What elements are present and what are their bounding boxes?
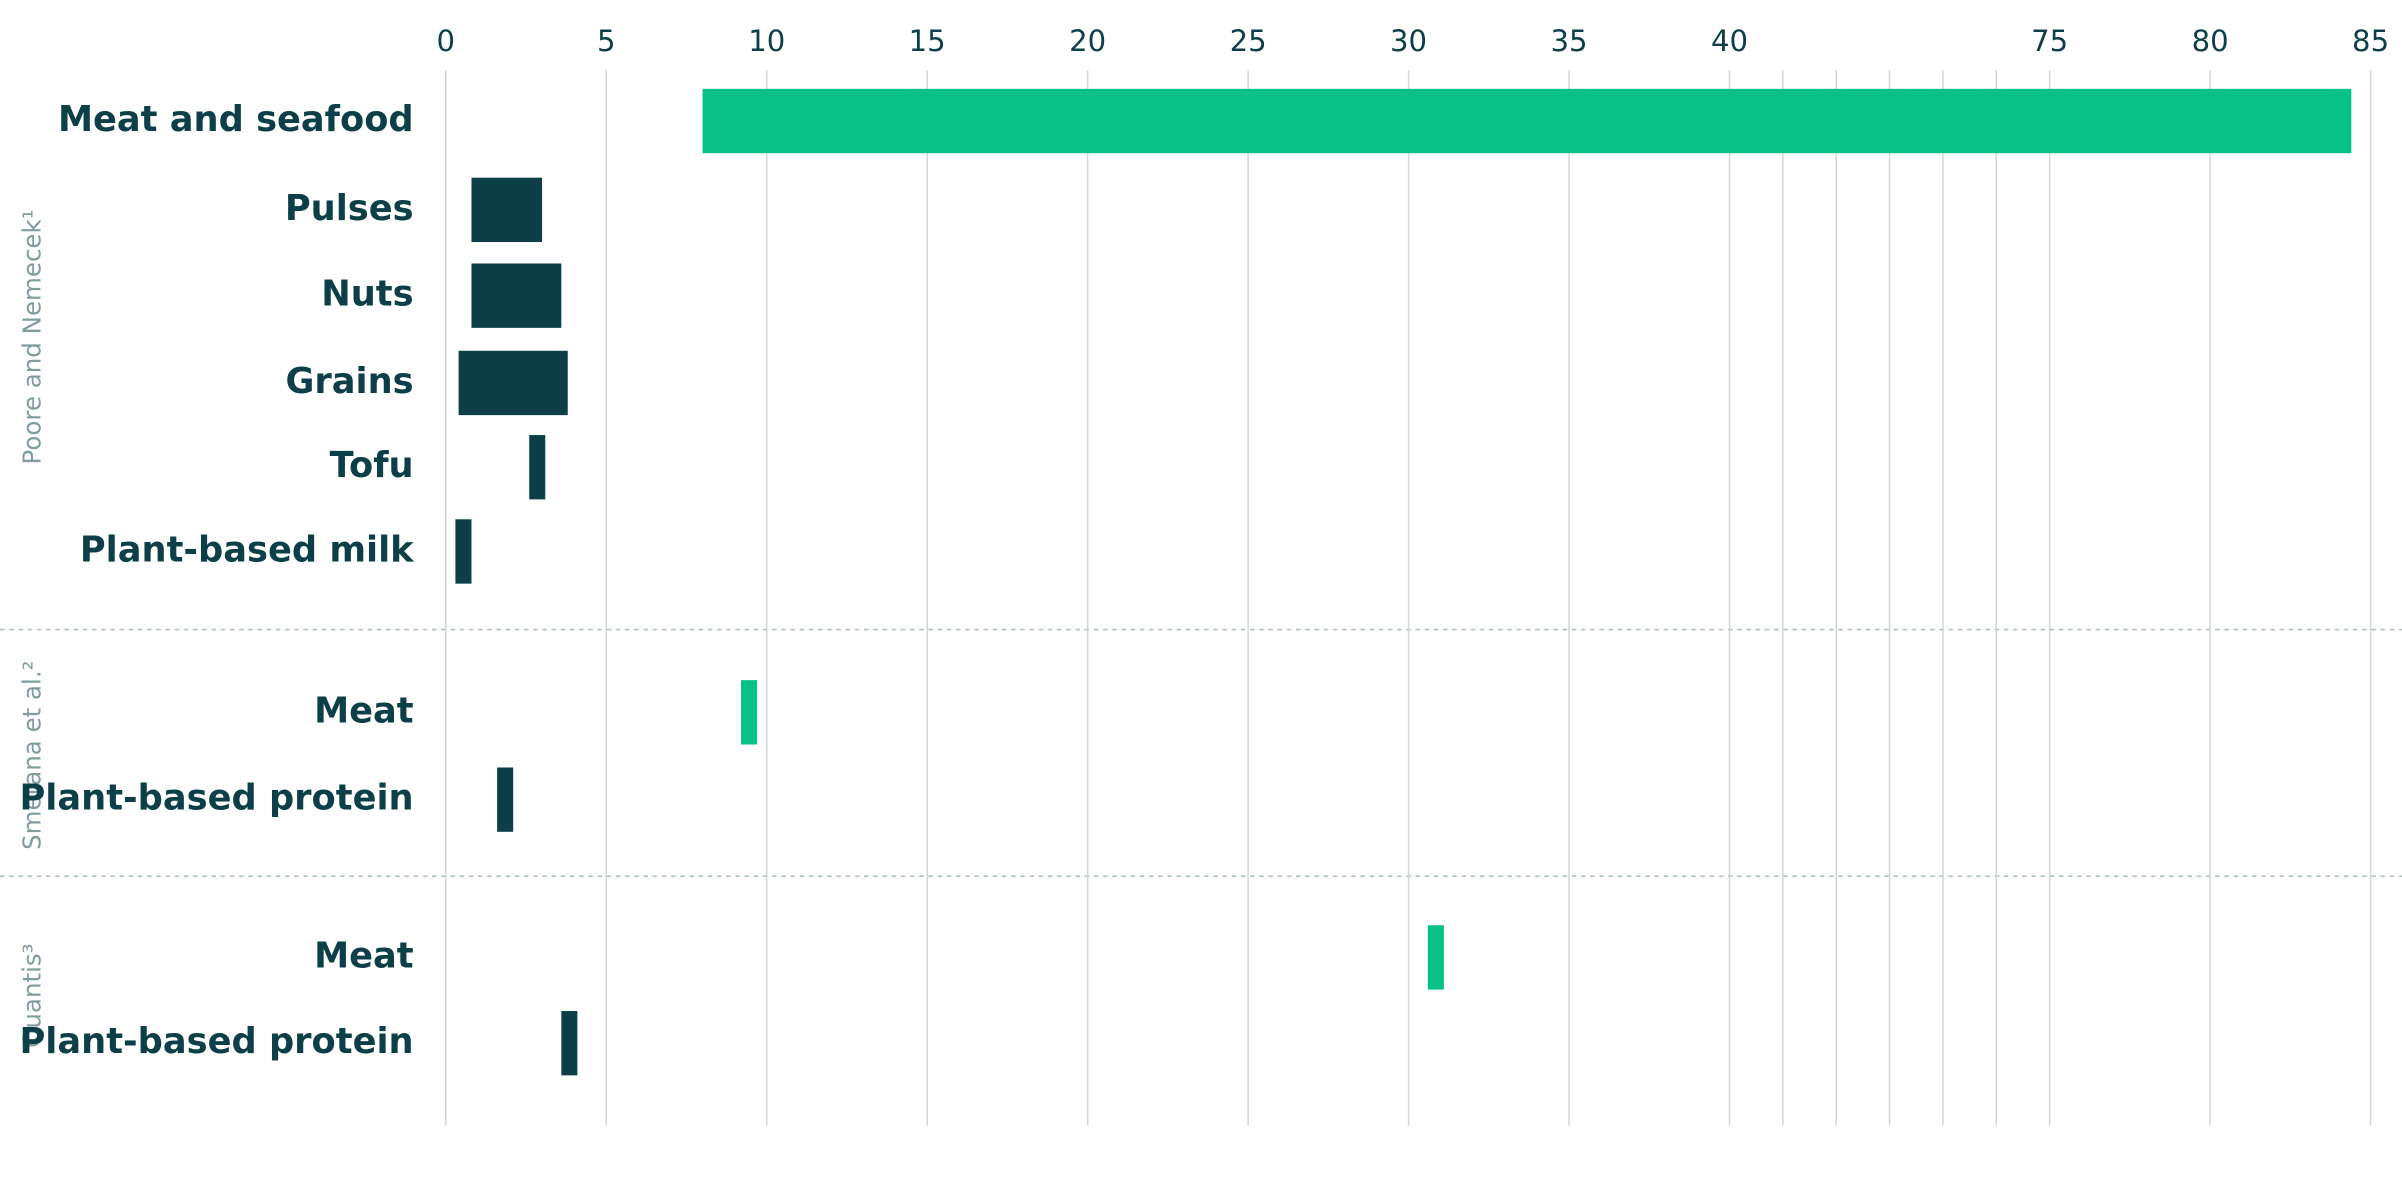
x-tick-label: 15: [909, 24, 946, 58]
group-label: Smetana et al.²: [18, 661, 47, 850]
bar: [471, 177, 543, 243]
x-tick-label: 10: [748, 24, 785, 58]
bar: [1427, 925, 1444, 990]
bar: [702, 88, 2352, 154]
category-label: Grains: [285, 361, 413, 402]
bar: [471, 263, 562, 328]
bar: [529, 435, 546, 500]
x-tick-label: 0: [437, 24, 456, 58]
bar: [561, 1011, 578, 1076]
x-tick-label: 80: [2192, 24, 2229, 58]
category-label: Tofu: [330, 445, 414, 486]
bar: [741, 680, 758, 745]
category-label: Meat: [314, 690, 414, 731]
bar: [497, 767, 514, 832]
bar: [458, 350, 568, 416]
category-label: Meat: [314, 935, 414, 976]
category-label: Meat and seafood: [58, 99, 414, 140]
category-label: Plant-based protein: [19, 1021, 413, 1062]
x-tick-label: 35: [1551, 24, 1588, 58]
x-tick-label: 75: [2031, 24, 2068, 58]
x-tick-label: 30: [1390, 24, 1427, 58]
group-label: Poore and Nemecek¹: [18, 209, 47, 464]
category-label: Pulses: [285, 188, 414, 229]
bar: [455, 519, 472, 584]
x-tick-label: 40: [1711, 24, 1748, 58]
x-tick-label: 85: [2352, 24, 2389, 58]
category-label: Nuts: [321, 274, 413, 315]
x-tick-label: 5: [597, 24, 616, 58]
category-label: Plant-based protein: [19, 778, 413, 819]
group-label: Quantis³: [18, 944, 47, 1048]
x-tick-label: 20: [1069, 24, 1106, 58]
category-label: Plant-based milk: [80, 529, 415, 570]
x-tick-label: 25: [1230, 24, 1267, 58]
